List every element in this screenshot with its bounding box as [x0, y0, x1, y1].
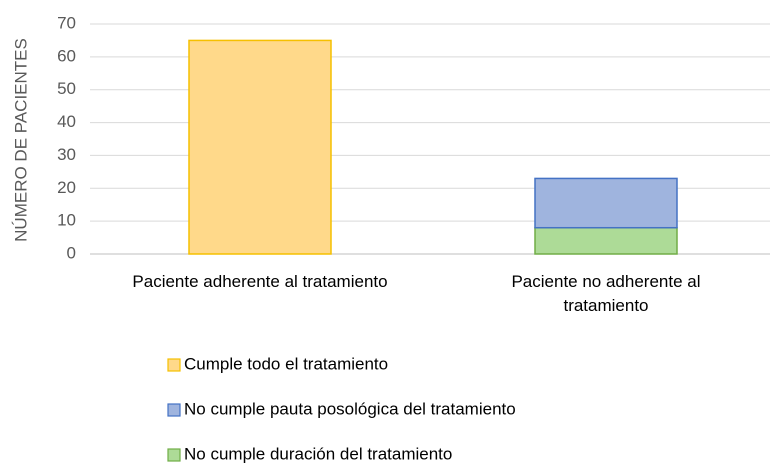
y-tick-label: 30	[57, 145, 76, 164]
legend-label: No cumple duración del tratamiento	[184, 444, 452, 463]
bar-segment	[534, 177, 678, 229]
y-tick-label: 0	[67, 243, 76, 262]
legend-swatch	[167, 448, 181, 462]
x-tick-label: Paciente adherente al tratamiento	[132, 272, 388, 291]
bar-segment	[188, 39, 332, 255]
legend-swatch	[167, 403, 181, 417]
legend-swatch	[167, 358, 181, 372]
legend-label: No cumple pauta posológica del tratamien…	[184, 399, 516, 418]
bar-segment	[534, 226, 678, 255]
y-tick-label: 20	[57, 178, 76, 197]
y-tick-label: 70	[57, 13, 76, 32]
x-tick-label: Paciente no adherente al tratamiento	[511, 272, 701, 315]
y-tick-label: 50	[57, 79, 76, 98]
y-tick-label: 60	[57, 46, 76, 65]
legend-label: Cumple todo el tratamiento	[184, 354, 388, 373]
y-tick-label: 40	[57, 112, 76, 131]
y-tick-label: 10	[57, 211, 76, 230]
y-axis-label: NÚMERO DE PACIENTES	[11, 38, 30, 242]
